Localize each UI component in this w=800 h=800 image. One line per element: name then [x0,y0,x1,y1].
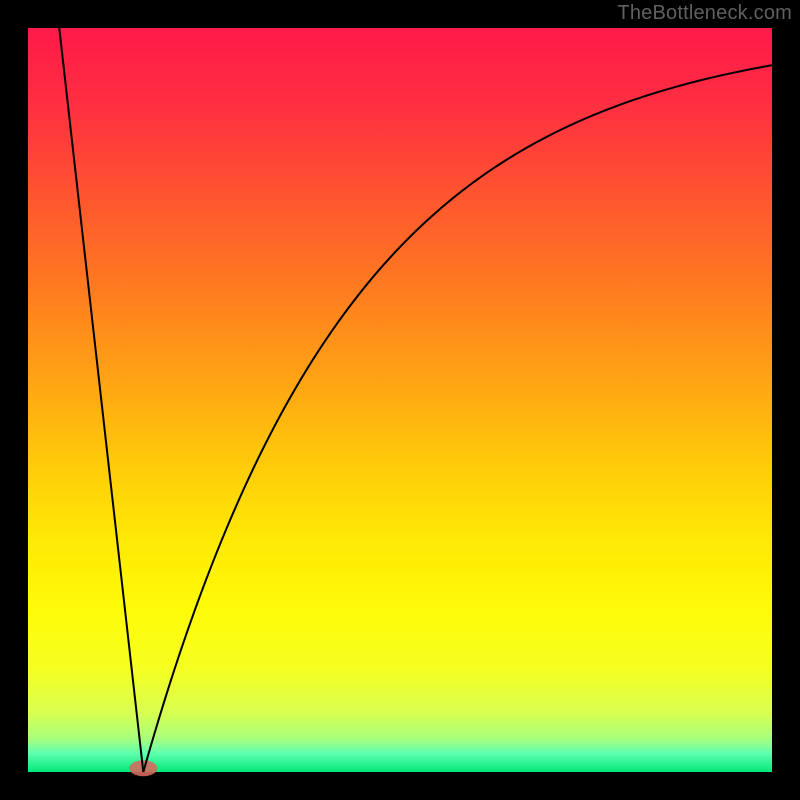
plot-background [28,28,772,772]
chart-container: TheBottleneck.com [0,0,800,800]
watermark-text: TheBottleneck.com [617,2,792,25]
bottleneck-chart [0,0,800,800]
